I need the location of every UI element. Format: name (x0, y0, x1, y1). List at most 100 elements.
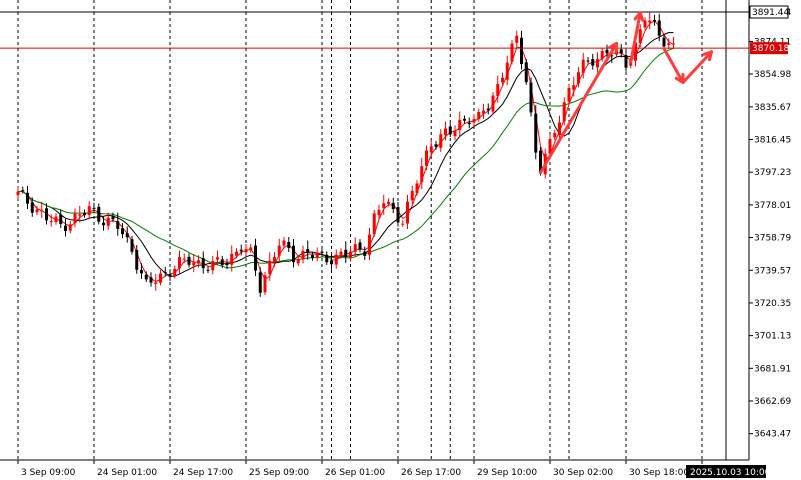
candle-body-121[interactable] (591, 58, 595, 66)
candle-body-93[interactable] (458, 119, 462, 130)
candle-body-68[interactable] (339, 251, 343, 256)
candle-body-49[interactable] (249, 247, 253, 250)
candle-body-44[interactable] (225, 263, 229, 266)
candle-body-128[interactable] (624, 55, 628, 68)
candle-body-7[interactable] (49, 221, 53, 223)
candle-body-115[interactable] (562, 102, 566, 122)
candle-body-65[interactable] (325, 254, 329, 263)
candle-body-85[interactable] (420, 166, 424, 183)
candle-body-107[interactable] (524, 62, 528, 83)
candle-body-124[interactable] (605, 49, 609, 54)
candle-body-46[interactable] (235, 251, 238, 256)
candle-body-127[interactable] (619, 49, 623, 54)
candle-body-58[interactable] (292, 245, 295, 263)
candle-body-133[interactable] (648, 20, 652, 23)
candle-body-95[interactable] (467, 122, 471, 125)
candle-body-56[interactable] (282, 240, 286, 246)
candle-body-11[interactable] (68, 224, 72, 231)
candle-body-73[interactable] (363, 251, 367, 256)
candle-body-84[interactable] (415, 183, 419, 193)
candle-body-51[interactable] (258, 272, 262, 293)
candle-body-102[interactable] (501, 77, 504, 83)
candle-body-29[interactable] (154, 282, 158, 284)
candle-body-4[interactable] (35, 209, 39, 213)
candle-body-40[interactable] (206, 269, 210, 271)
candle-body-64[interactable] (320, 251, 324, 253)
candle-body-59[interactable] (296, 258, 300, 264)
candle-body-94[interactable] (463, 118, 466, 121)
candle-body-119[interactable] (581, 59, 585, 73)
arrow-head-1[interactable] (633, 11, 645, 22)
candle-body-52[interactable] (263, 275, 267, 293)
candle-body-17[interactable] (97, 206, 101, 222)
candlesticks[interactable] (16, 12, 676, 297)
candle-body-109[interactable] (534, 113, 538, 153)
candle-body-78[interactable] (387, 201, 390, 204)
candle-body-112[interactable] (548, 139, 552, 154)
candle-body-74[interactable] (368, 234, 371, 255)
candle-body-96[interactable] (472, 119, 476, 123)
candle-body-135[interactable] (657, 20, 661, 36)
candle-body-77[interactable] (382, 203, 386, 208)
candle-body-22[interactable] (121, 228, 124, 235)
candle-body-88[interactable] (434, 144, 438, 147)
candle-body-55[interactable] (277, 245, 281, 256)
candle-body-104[interactable] (510, 43, 514, 62)
candle-body-106[interactable] (520, 37, 523, 65)
candle-body-134[interactable] (653, 19, 656, 22)
candle-body-45[interactable] (230, 253, 234, 265)
candle-body-92[interactable] (453, 130, 457, 137)
candle-body-12[interactable] (73, 213, 77, 224)
candle-body-123[interactable] (600, 51, 604, 59)
candle-body-137[interactable] (667, 43, 671, 45)
arrow-shaft-3[interactable] (681, 50, 713, 84)
candle-body-110[interactable] (539, 150, 542, 173)
candle-body-43[interactable] (220, 259, 224, 266)
candle-body-60[interactable] (301, 250, 305, 260)
candle-body-98[interactable] (482, 110, 485, 114)
candle-body-67[interactable] (334, 254, 338, 265)
candle-body-80[interactable] (396, 207, 400, 223)
candle-body-33[interactable] (173, 268, 177, 276)
candle-body-89[interactable] (439, 134, 443, 148)
candle-body-21[interactable] (116, 221, 120, 229)
candle-body-30[interactable] (159, 273, 162, 283)
candle-body-62[interactable] (311, 254, 314, 258)
candle-body-66[interactable] (330, 260, 333, 265)
candle-body-122[interactable] (596, 59, 599, 68)
arrow-shaft-1[interactable] (629, 11, 642, 64)
candle-body-54[interactable] (273, 257, 276, 263)
candle-body-41[interactable] (211, 260, 215, 271)
candle-body-117[interactable] (572, 85, 576, 90)
candle-body-28[interactable] (149, 277, 153, 283)
candle-body-15[interactable] (87, 206, 91, 215)
candle-body-25[interactable] (135, 250, 139, 270)
arrow-shaft-0[interactable] (539, 41, 618, 175)
candle-body-14[interactable] (83, 212, 86, 216)
candle-body-136[interactable] (662, 37, 666, 47)
candle-body-3[interactable] (30, 202, 34, 213)
candle-body-20[interactable] (111, 215, 115, 220)
candle-body-87[interactable] (429, 146, 433, 153)
candle-body-70[interactable] (349, 251, 352, 258)
candle-body-37[interactable] (192, 262, 196, 266)
candle-body-1[interactable] (21, 190, 25, 192)
candle-body-113[interactable] (553, 133, 557, 138)
candle-body-86[interactable] (425, 150, 428, 166)
candle-body-53[interactable] (268, 260, 272, 275)
candle-body-5[interactable] (40, 210, 44, 212)
candle-body-13[interactable] (78, 214, 82, 216)
candle-body-50[interactable] (254, 245, 257, 271)
candle-body-34[interactable] (178, 257, 181, 269)
candle-body-75[interactable] (372, 213, 376, 235)
arrow-head-0[interactable] (608, 41, 618, 53)
candle-body-26[interactable] (140, 269, 143, 274)
candle-body-39[interactable] (201, 258, 205, 269)
candle-body-76[interactable] (377, 209, 381, 216)
candle-body-23[interactable] (125, 233, 129, 238)
candle-body-131[interactable] (638, 29, 642, 44)
candle-body-120[interactable] (586, 60, 590, 62)
candle-body-125[interactable] (610, 55, 614, 57)
candle-body-19[interactable] (106, 217, 110, 226)
